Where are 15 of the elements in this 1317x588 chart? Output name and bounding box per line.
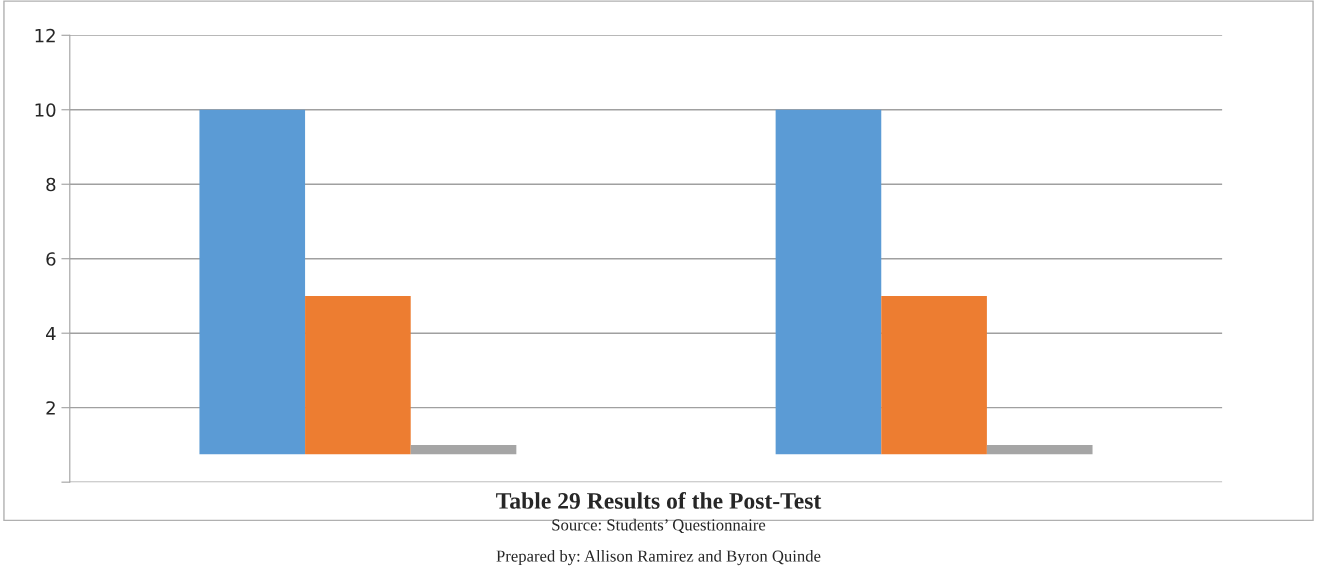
source-note: Source: Students’ Questionnaire bbox=[552, 518, 766, 534]
bar bbox=[881, 295, 987, 455]
bar bbox=[986, 444, 1093, 455]
y-tick-label: 6 bbox=[46, 252, 56, 266]
bar bbox=[305, 295, 411, 455]
y-tick-label: 4 bbox=[46, 326, 56, 341]
y-tick-label: 10 bbox=[35, 103, 56, 117]
bar bbox=[775, 109, 882, 455]
text: Table 29 Results of the Post-Test bbox=[496, 492, 822, 509]
text: Prepared by: Allison Ramirez and Byron Quinde bbox=[496, 549, 821, 566]
y-tick-label: 12 bbox=[35, 28, 55, 43]
y-tick-label: 2 bbox=[46, 401, 55, 415]
bar bbox=[410, 444, 517, 455]
bar bbox=[199, 109, 306, 455]
y-tick-label: 8 bbox=[46, 177, 56, 192]
